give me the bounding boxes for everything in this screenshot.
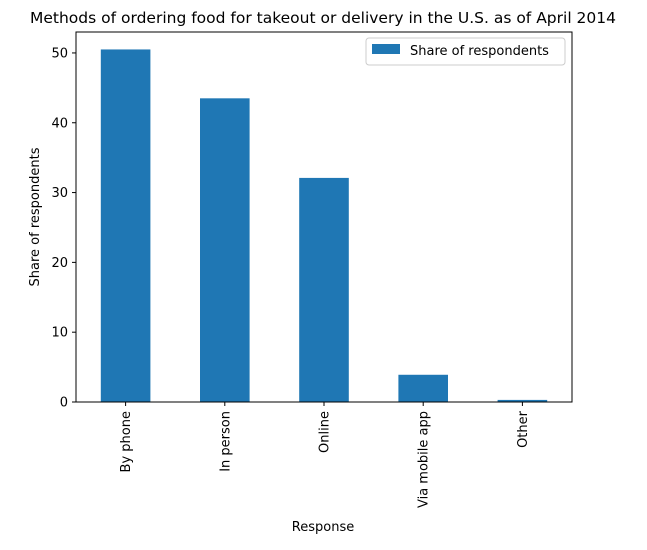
chart-title: Methods of ordering food for takeout or … xyxy=(30,9,616,27)
y-axis-label: Share of respondents xyxy=(28,147,43,286)
bar-0 xyxy=(100,49,151,403)
y-tick-label: 20 xyxy=(51,256,68,271)
y-tick-label: 50 xyxy=(51,46,68,61)
bar-4 xyxy=(497,399,548,402)
y-tick-label: 40 xyxy=(51,116,68,131)
legend-frame xyxy=(365,37,566,66)
bar-3 xyxy=(398,374,448,402)
x-tick-label: Online xyxy=(318,411,333,453)
x-tick-label: In person xyxy=(218,411,233,472)
legend-label: Share of respondents xyxy=(410,44,549,59)
legend-swatch xyxy=(372,44,400,54)
y-tick-label: 30 xyxy=(51,186,68,201)
x-tick-label: Via mobile app xyxy=(417,411,432,508)
y-tick-label: 0 xyxy=(60,396,68,411)
y-axis-ticks: 0 10 20 30 40 50 xyxy=(51,46,76,411)
bar-1 xyxy=(200,98,250,403)
x-tick-label: By phone xyxy=(119,411,134,472)
y-tick-label: 10 xyxy=(51,326,68,341)
plot-frame xyxy=(75,31,573,403)
bar-2 xyxy=(299,177,349,402)
legend: Share of respondents xyxy=(365,37,566,66)
x-axis-ticks: By phone In person Online Via mobile app Oth… xyxy=(119,402,531,508)
x-tick-label: Other xyxy=(516,410,531,448)
bars xyxy=(100,49,548,403)
x-axis-label: Response xyxy=(292,520,354,535)
